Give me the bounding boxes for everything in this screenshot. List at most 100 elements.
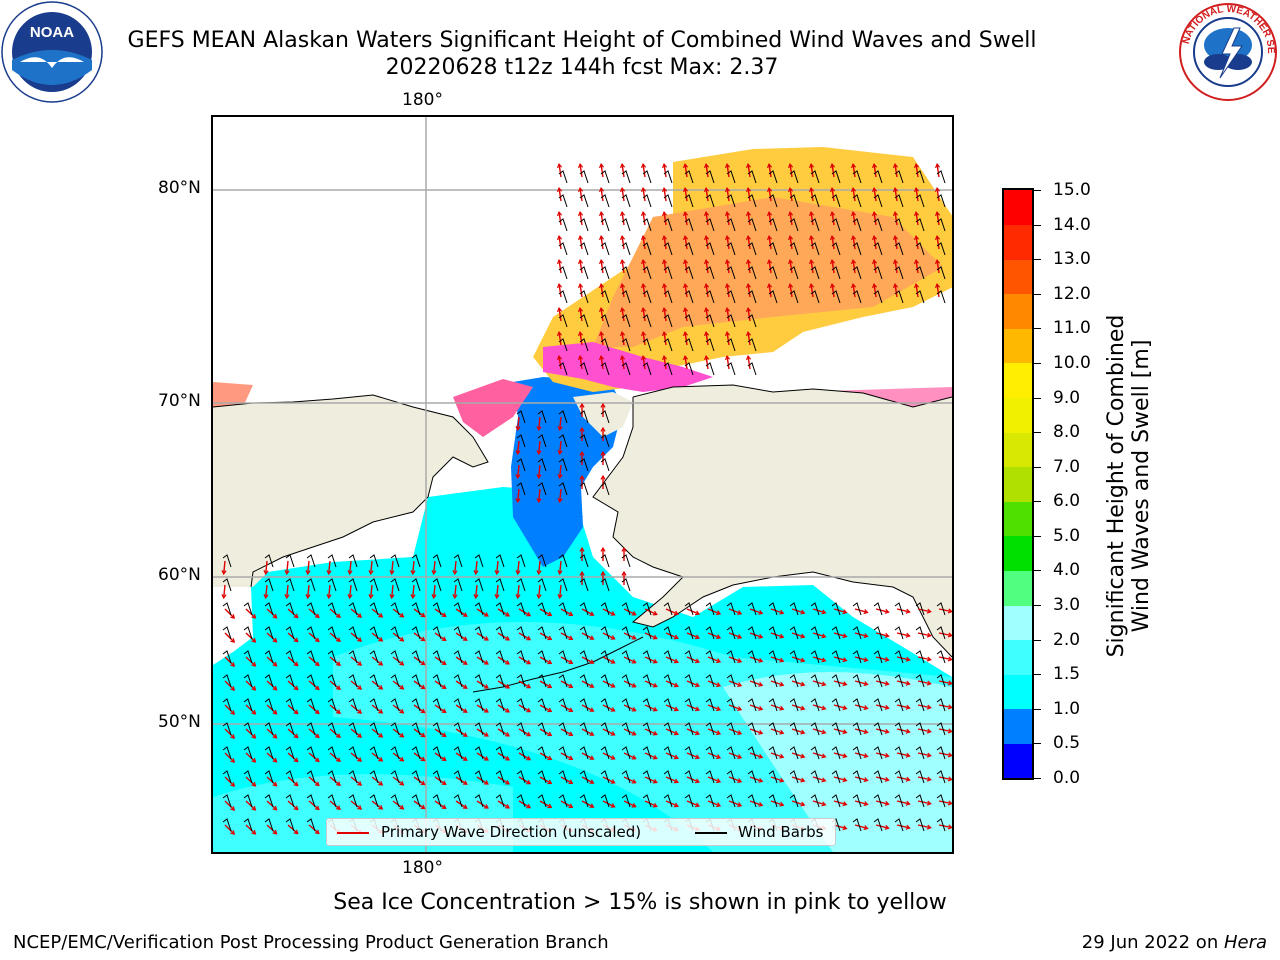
colorbar-tick — [1033, 743, 1041, 745]
wave-arrow — [812, 752, 826, 758]
wave-arrow — [644, 776, 658, 784]
wave-arrow-head — [821, 729, 827, 735]
wind-barb — [873, 722, 883, 736]
wave-arrow — [266, 800, 278, 811]
wave-arrow-head — [357, 709, 363, 714]
wave-arrow — [621, 164, 625, 178]
wave-arrow-head — [800, 609, 806, 615]
wind-barb — [390, 794, 400, 808]
wave-arrow-head — [335, 613, 341, 619]
wave-arrow-head — [926, 704, 932, 710]
wave-arrow-head — [589, 635, 595, 640]
wave-arrow-head — [272, 829, 278, 835]
wave-arrow-head — [619, 210, 626, 217]
wave-arrow-head — [884, 656, 890, 662]
wave-arrow — [747, 308, 751, 322]
wave-arrow — [768, 164, 772, 178]
wave-arrow-head — [326, 594, 332, 600]
wave-arrow-head — [779, 705, 785, 711]
wave-arrow — [558, 164, 562, 178]
wave-arrow — [684, 212, 688, 226]
wind-barb — [747, 674, 757, 688]
wind-barb — [264, 746, 274, 760]
wave-arrow — [684, 332, 688, 346]
wave-arrow-head — [863, 633, 869, 639]
wind-barb — [621, 290, 631, 304]
colorbar-tick — [1033, 501, 1041, 503]
wave-arrow — [602, 608, 615, 616]
wind-barb — [852, 794, 862, 808]
wave-arrow-head — [230, 734, 236, 739]
wave-arrow — [642, 284, 646, 298]
wind-barb — [831, 746, 841, 760]
wave-arrow — [663, 308, 667, 322]
wind-barb — [474, 674, 484, 688]
wave-arrow-head — [779, 777, 785, 783]
wind-barb — [726, 674, 736, 688]
wind-barb — [243, 698, 253, 712]
wave-arrow — [896, 680, 910, 685]
wind-barb — [600, 674, 610, 688]
wave-arrow — [287, 632, 299, 643]
wind-barb — [747, 170, 757, 184]
wave-arrow — [496, 560, 499, 575]
wind-barb — [621, 314, 631, 328]
wave-arrow-head — [694, 634, 701, 640]
wave-arrow-head — [737, 610, 743, 615]
wind-barb — [495, 554, 505, 568]
wave-arrow — [224, 800, 235, 811]
wave-arrow — [559, 416, 562, 431]
wave-arrow — [644, 656, 658, 664]
wave-arrow-head — [673, 754, 679, 760]
wave-arrow-head — [505, 612, 511, 617]
wave-arrow — [266, 656, 278, 667]
wave-arrow-head — [716, 778, 722, 784]
wave-arrow-head — [947, 752, 952, 758]
wave-arrow — [287, 776, 299, 787]
wind-barb — [768, 722, 778, 736]
wave-arrow-head — [716, 658, 722, 664]
wave-arrow-head — [610, 779, 616, 784]
wave-arrow-head — [577, 306, 584, 313]
wave-arrow — [707, 704, 721, 711]
wind-barb — [684, 314, 694, 328]
wind-barb — [915, 698, 925, 712]
wave-arrow — [768, 188, 772, 202]
wave-arrow — [686, 680, 700, 687]
wave-arrow-head — [631, 802, 637, 808]
wave-arrow — [917, 704, 931, 709]
wave-arrow-head — [335, 709, 341, 715]
wave-arrow — [831, 164, 835, 178]
wave-arrow — [938, 824, 952, 829]
wind-barb — [285, 794, 295, 808]
wave-arrow-head — [357, 757, 363, 762]
wave-arrow — [728, 608, 742, 615]
wind-barb — [222, 674, 232, 688]
wave-arrow-head — [389, 570, 395, 576]
wave-arrow — [726, 332, 730, 346]
wave-arrow-head — [536, 570, 542, 576]
wave-arrow-head — [905, 824, 911, 830]
wave-arrow-head — [556, 210, 563, 217]
wave-arrow-head — [926, 680, 932, 686]
wave-arrow-head — [640, 282, 647, 289]
wave-arrow — [286, 560, 289, 575]
wave-arrow — [328, 560, 331, 575]
wave-arrow — [705, 356, 709, 370]
wind-barb — [222, 578, 232, 592]
wind-barb — [894, 650, 904, 664]
wave-arrow — [789, 164, 793, 178]
wave-arrow — [265, 560, 268, 575]
wave-arrow-head — [557, 570, 563, 576]
wind-barb — [726, 698, 736, 712]
wind-barb — [831, 722, 841, 736]
wind-barb — [621, 770, 631, 784]
wave-arrow — [245, 632, 256, 643]
colorbar-bin — [1004, 224, 1032, 260]
wind-barb — [768, 746, 778, 760]
wave-arrow — [728, 728, 742, 735]
wave-arrow-head — [368, 570, 374, 576]
wind-barb — [579, 218, 589, 232]
wave-arrow-head — [892, 234, 899, 241]
wind-barb — [579, 554, 589, 568]
